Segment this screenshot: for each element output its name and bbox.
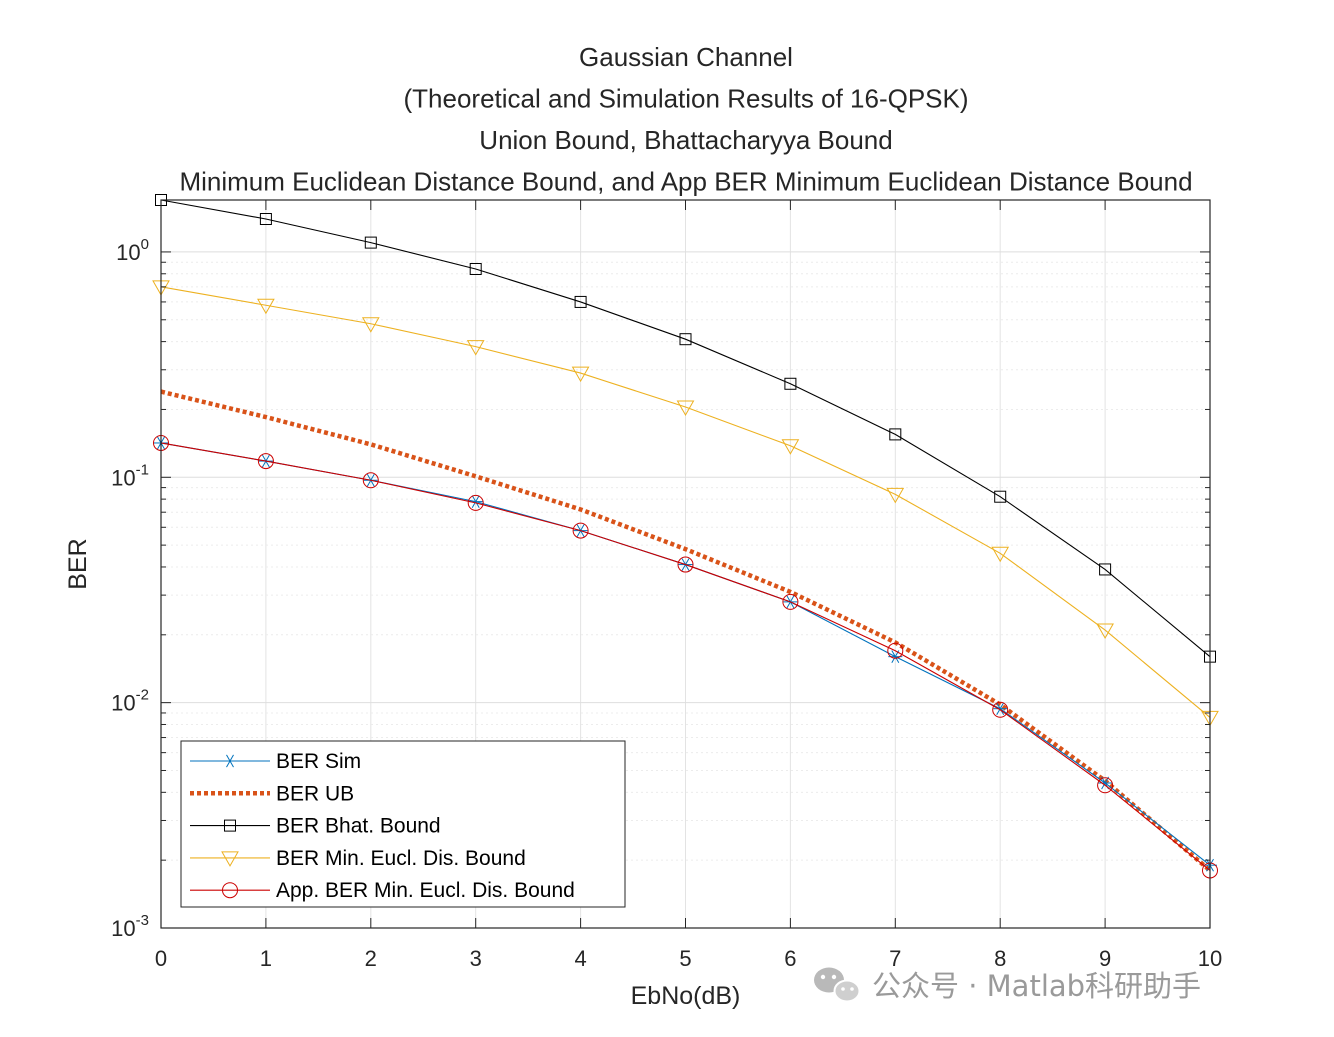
data-point — [992, 701, 1009, 718]
data-point — [782, 593, 799, 610]
data-point — [784, 377, 797, 390]
legend-label: BER Min. Eucl. Dis. Bound — [276, 847, 526, 870]
data-point — [993, 702, 1008, 716]
legend-item: BER Sim — [190, 750, 361, 773]
legend-marker-sample — [222, 882, 238, 899]
watermark-text: 公众号 · Matlab科研助手 — [872, 969, 1201, 1003]
legend-box — [180, 740, 626, 908]
x-tick-label: 8 — [994, 946, 1006, 971]
legend-label: BER Bhat. Bound — [276, 815, 441, 838]
x-tick-label: 6 — [784, 946, 796, 971]
legend-item: BER Bhat. Bound — [190, 815, 441, 838]
title-line-1: Gaussian Channel — [579, 42, 793, 72]
data-point — [1099, 563, 1112, 576]
y-tick-base: 10 — [111, 916, 135, 941]
x-tick-label: 5 — [679, 946, 691, 971]
legend: BER Sim BER UB BER Bhat. Bound BER Min. Euc… — [180, 740, 626, 908]
legend-item: BER UB — [190, 782, 354, 805]
series-line — [160, 442, 1211, 871]
x-tick-label: 9 — [1099, 946, 1111, 971]
legend-item: App. BER Min. Eucl. Dis. Bound — [190, 879, 575, 902]
series-line — [160, 199, 1211, 658]
series-line — [160, 389, 1212, 873]
data-point — [364, 236, 377, 249]
legend-marker-sample — [224, 819, 236, 832]
y-tick-label: 10-3 — [111, 912, 149, 941]
data-point — [677, 556, 694, 573]
data-point — [574, 295, 587, 308]
data-point — [259, 213, 272, 226]
data-point — [361, 317, 380, 333]
y-tick-exponent: -3 — [136, 912, 149, 929]
y-tick-exponent: 0 — [141, 236, 149, 253]
x-axis-label: EbNo(dB) — [631, 982, 741, 1010]
data-point — [676, 400, 695, 417]
watermark: 公众号 · Matlab科研助手 — [814, 967, 1201, 1003]
legend-label: BER UB — [276, 782, 354, 805]
data-point — [886, 487, 905, 504]
x-tick-label: 4 — [574, 946, 586, 971]
data-point — [572, 522, 589, 539]
data-point — [679, 333, 692, 346]
data-point — [887, 642, 904, 659]
data-point — [257, 453, 274, 470]
y-tick-base: 10 — [111, 691, 135, 716]
data-point — [889, 428, 902, 441]
data-point — [781, 439, 800, 455]
data-point — [466, 340, 485, 356]
y-tick-exponent: -1 — [136, 461, 149, 478]
legend-marker-sample — [223, 754, 237, 768]
chart-title: Gaussian Channel (Theoretical and Simulat… — [179, 42, 1192, 197]
series-ber-min-eucl-dis-bound — [152, 280, 1219, 727]
data-point — [1096, 623, 1114, 640]
x-tick-label: 2 — [365, 946, 377, 971]
legend-label: BER Sim — [276, 750, 361, 773]
data-point — [994, 490, 1007, 503]
data-point — [257, 298, 275, 315]
y-tick-label: 100 — [116, 236, 149, 265]
title-line-2: (Theoretical and Simulation Results of 1… — [403, 84, 968, 114]
x-tick-label: 1 — [260, 946, 272, 971]
data-point — [571, 366, 590, 383]
series-line — [160, 286, 1211, 718]
data-point — [991, 546, 1010, 563]
data-point — [469, 262, 482, 275]
x-tick-label: 3 — [470, 946, 482, 971]
y-tick-base: 10 — [111, 465, 135, 490]
y-tick-label: 10-1 — [111, 461, 149, 490]
legend-marker-sample — [221, 851, 239, 867]
legend-item: BER Min. Eucl. Dis. Bound — [190, 847, 526, 870]
y-tick-exponent: -2 — [136, 687, 149, 704]
data-point — [362, 472, 379, 489]
series-ber-ub — [160, 389, 1212, 873]
wechat-icon — [814, 967, 861, 1003]
data-point — [1097, 777, 1114, 794]
title-line-3: Union Bound, Bhattacharyya Bound — [479, 125, 892, 155]
y-axis-label: BER — [64, 538, 92, 589]
y-tick-base: 10 — [116, 240, 140, 265]
data-point — [467, 494, 484, 511]
x-tick-label: 0 — [155, 946, 167, 971]
title-line-4: Minimum Euclidean Distance Bound, and Ap… — [179, 167, 1192, 197]
legend-label: App. BER Min. Eucl. Dis. Bound — [276, 879, 575, 902]
x-tick-label: 10 — [1198, 946, 1222, 971]
x-tick-label: 7 — [889, 946, 901, 971]
y-tick-label: 10-2 — [111, 687, 149, 716]
